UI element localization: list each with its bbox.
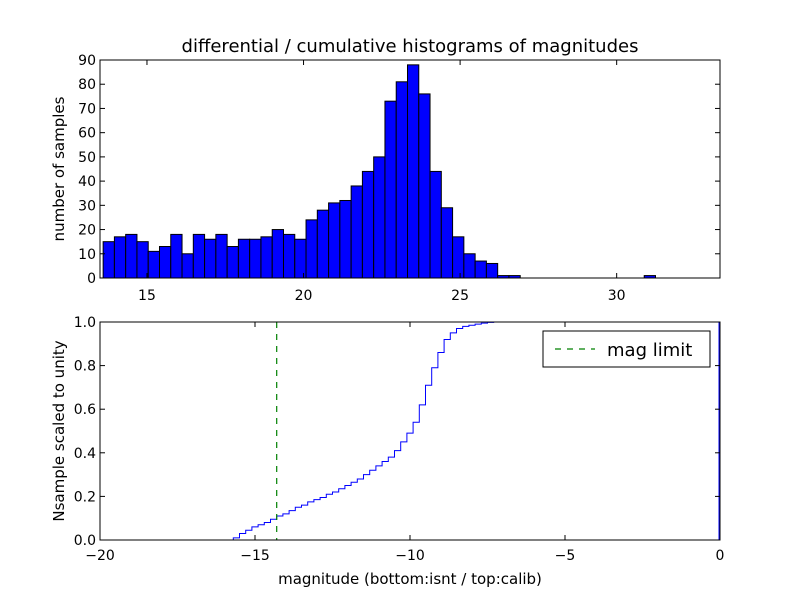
histogram-bar [339, 199, 352, 279]
y-tick-label: 40 [78, 174, 96, 190]
histogram-bar [192, 233, 206, 279]
histogram-bar [429, 170, 442, 279]
histogram-bar [305, 219, 318, 279]
histogram-bar [452, 236, 465, 279]
y-tick-label: 0.2 [74, 489, 96, 505]
histogram-bar [260, 236, 273, 279]
x-tick-label: 0 [716, 548, 725, 564]
y-tick-label: 1.0 [74, 315, 96, 331]
y-tick-label: 70 [78, 101, 96, 117]
histogram-bar [474, 260, 487, 279]
histogram-bar [440, 207, 454, 279]
histogram-bar [215, 233, 228, 279]
histogram-bar [125, 233, 138, 279]
cumulative-step-line [100, 321, 720, 541]
histogram-bar [282, 233, 296, 279]
y-tick-label: 60 [78, 126, 96, 142]
histogram-bar [361, 170, 375, 279]
histogram-bar [170, 233, 183, 279]
histogram-bar [271, 229, 284, 279]
histogram-bar [316, 209, 330, 279]
histogram-bar [485, 262, 499, 279]
histogram-bar [350, 185, 363, 279]
histogram-bar [463, 253, 476, 279]
cumulative-plot [100, 321, 720, 541]
histogram-bar [418, 93, 431, 279]
x-tick-label: 30 [608, 288, 626, 304]
y-tick-label: 10 [78, 247, 96, 263]
histogram-bar [102, 241, 115, 279]
x-tick-label: −5 [555, 548, 576, 564]
histogram-bar [136, 241, 149, 279]
x-tick-label: 20 [295, 288, 313, 304]
y-tick-label: 0.8 [74, 359, 96, 375]
y-tick-label: 50 [78, 150, 96, 166]
cumulative-axes: −20 −15 −10 −5 0 0.0 0.2 0.4 0.6 0.8 1.0 Nsample s… [50, 315, 724, 588]
histogram-bar [328, 202, 341, 279]
histogram-bar [249, 238, 262, 279]
x-tick-label: −15 [240, 548, 270, 564]
histogram-bar [406, 64, 420, 279]
x-tick-label: −10 [395, 548, 425, 564]
histogram-bar [395, 81, 408, 279]
histogram-bar [226, 246, 239, 279]
histogram-frame [99, 59, 721, 279]
y-tick-label: 0.6 [74, 402, 96, 418]
histogram-bar [113, 236, 127, 279]
y-tick-label: 0.4 [74, 446, 96, 462]
histogram-bar [294, 238, 307, 279]
x-tick-label: 15 [138, 288, 156, 304]
legend: mag limit [542, 330, 711, 368]
y-tick-label: 30 [78, 198, 96, 214]
x-axis-label: magnitude (bottom:isnt / top:calib) [278, 570, 542, 588]
chart-title: differential / cumulative histograms of … [182, 36, 639, 57]
legend-entry-mag-limit: mag limit [607, 340, 692, 361]
histogram-bar [384, 100, 397, 279]
y-tick-label: 20 [78, 223, 96, 239]
x-tick-label: −20 [85, 548, 115, 564]
histogram-bar [147, 250, 160, 279]
histogram-ticks: 15 20 25 30 0 10 20 30 40 50 60 70 80 90 [78, 53, 720, 304]
histogram-bar [373, 156, 386, 279]
y-tick-label: 0.0 [74, 533, 96, 549]
histogram-y-label: number of samples [50, 96, 68, 241]
histogram-bar [237, 238, 251, 279]
cumulative-y-label: Nsample scaled to unity [50, 340, 68, 521]
histogram-bar [181, 253, 194, 279]
x-tick-label: 25 [451, 288, 469, 304]
cumulative-ticks: −20 −15 −10 −5 0 0.0 0.2 0.4 0.6 0.8 1.0 [74, 315, 725, 564]
y-tick-label: 80 [78, 77, 96, 93]
histogram-bar [204, 238, 217, 279]
histogram-axes: 15 20 25 30 0 10 20 30 40 50 60 70 80 90 differential… [50, 36, 721, 304]
y-tick-label: 0 [87, 271, 96, 287]
y-tick-label: 90 [78, 53, 96, 69]
histogram-bar [158, 246, 172, 279]
